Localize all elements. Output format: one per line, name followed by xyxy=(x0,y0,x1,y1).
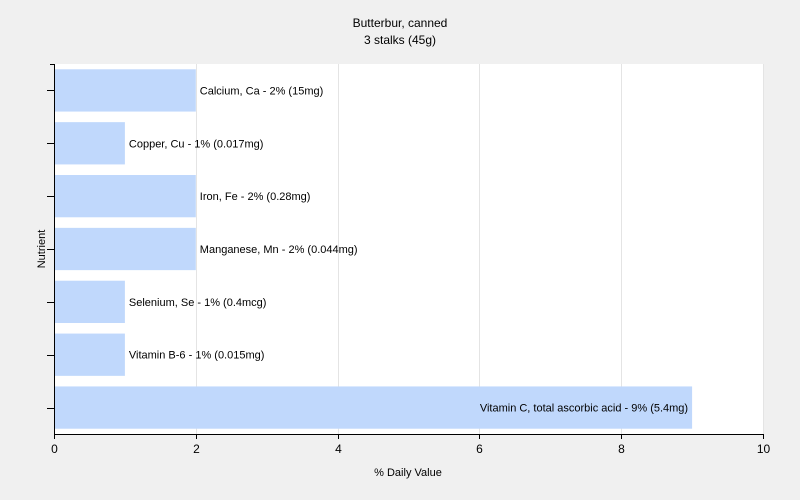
bar xyxy=(55,333,125,376)
bar xyxy=(55,69,196,112)
bars: Calcium, Ca - 2% (15mg) Copper, Cu - 1% (… xyxy=(55,69,693,429)
bar xyxy=(55,386,693,429)
x-tick-label: 4 xyxy=(335,442,342,456)
bar xyxy=(55,280,125,323)
grid-lines xyxy=(196,64,764,434)
x-tick-label: 2 xyxy=(193,442,200,456)
bar-label: Manganese, Mn - 2% (0.044mg) xyxy=(200,244,358,256)
bar xyxy=(55,175,196,218)
bar xyxy=(55,122,125,165)
y-axis-label: Nutrient xyxy=(36,230,48,269)
x-tick-label: 10 xyxy=(757,442,771,456)
x-tick-label: 0 xyxy=(51,442,58,456)
bar-label: Iron, Fe - 2% (0.28mg) xyxy=(200,191,311,203)
x-tick-label: 6 xyxy=(476,442,483,456)
bar-label: Vitamin B-6 - 1% (0.015mg) xyxy=(129,350,265,362)
x-tick-label: 8 xyxy=(618,442,625,456)
bar-label: Copper, Cu - 1% (0.017mg) xyxy=(129,138,264,150)
bar-label: Vitamin C, total ascorbic acid - 9% (5.4… xyxy=(480,403,688,415)
axes: 0 2 4 6 8 10 xyxy=(47,64,770,456)
x-axis-label: % Daily Value xyxy=(374,467,442,479)
bar xyxy=(55,227,196,271)
bar-label: Selenium, Se - 1% (0.4mcg) xyxy=(129,297,267,309)
chart-title: Butterbur, canned xyxy=(353,16,448,30)
chart-subtitle: 3 stalks (45g) xyxy=(364,33,436,47)
bar-label: Calcium, Ca - 2% (15mg) xyxy=(200,85,323,97)
